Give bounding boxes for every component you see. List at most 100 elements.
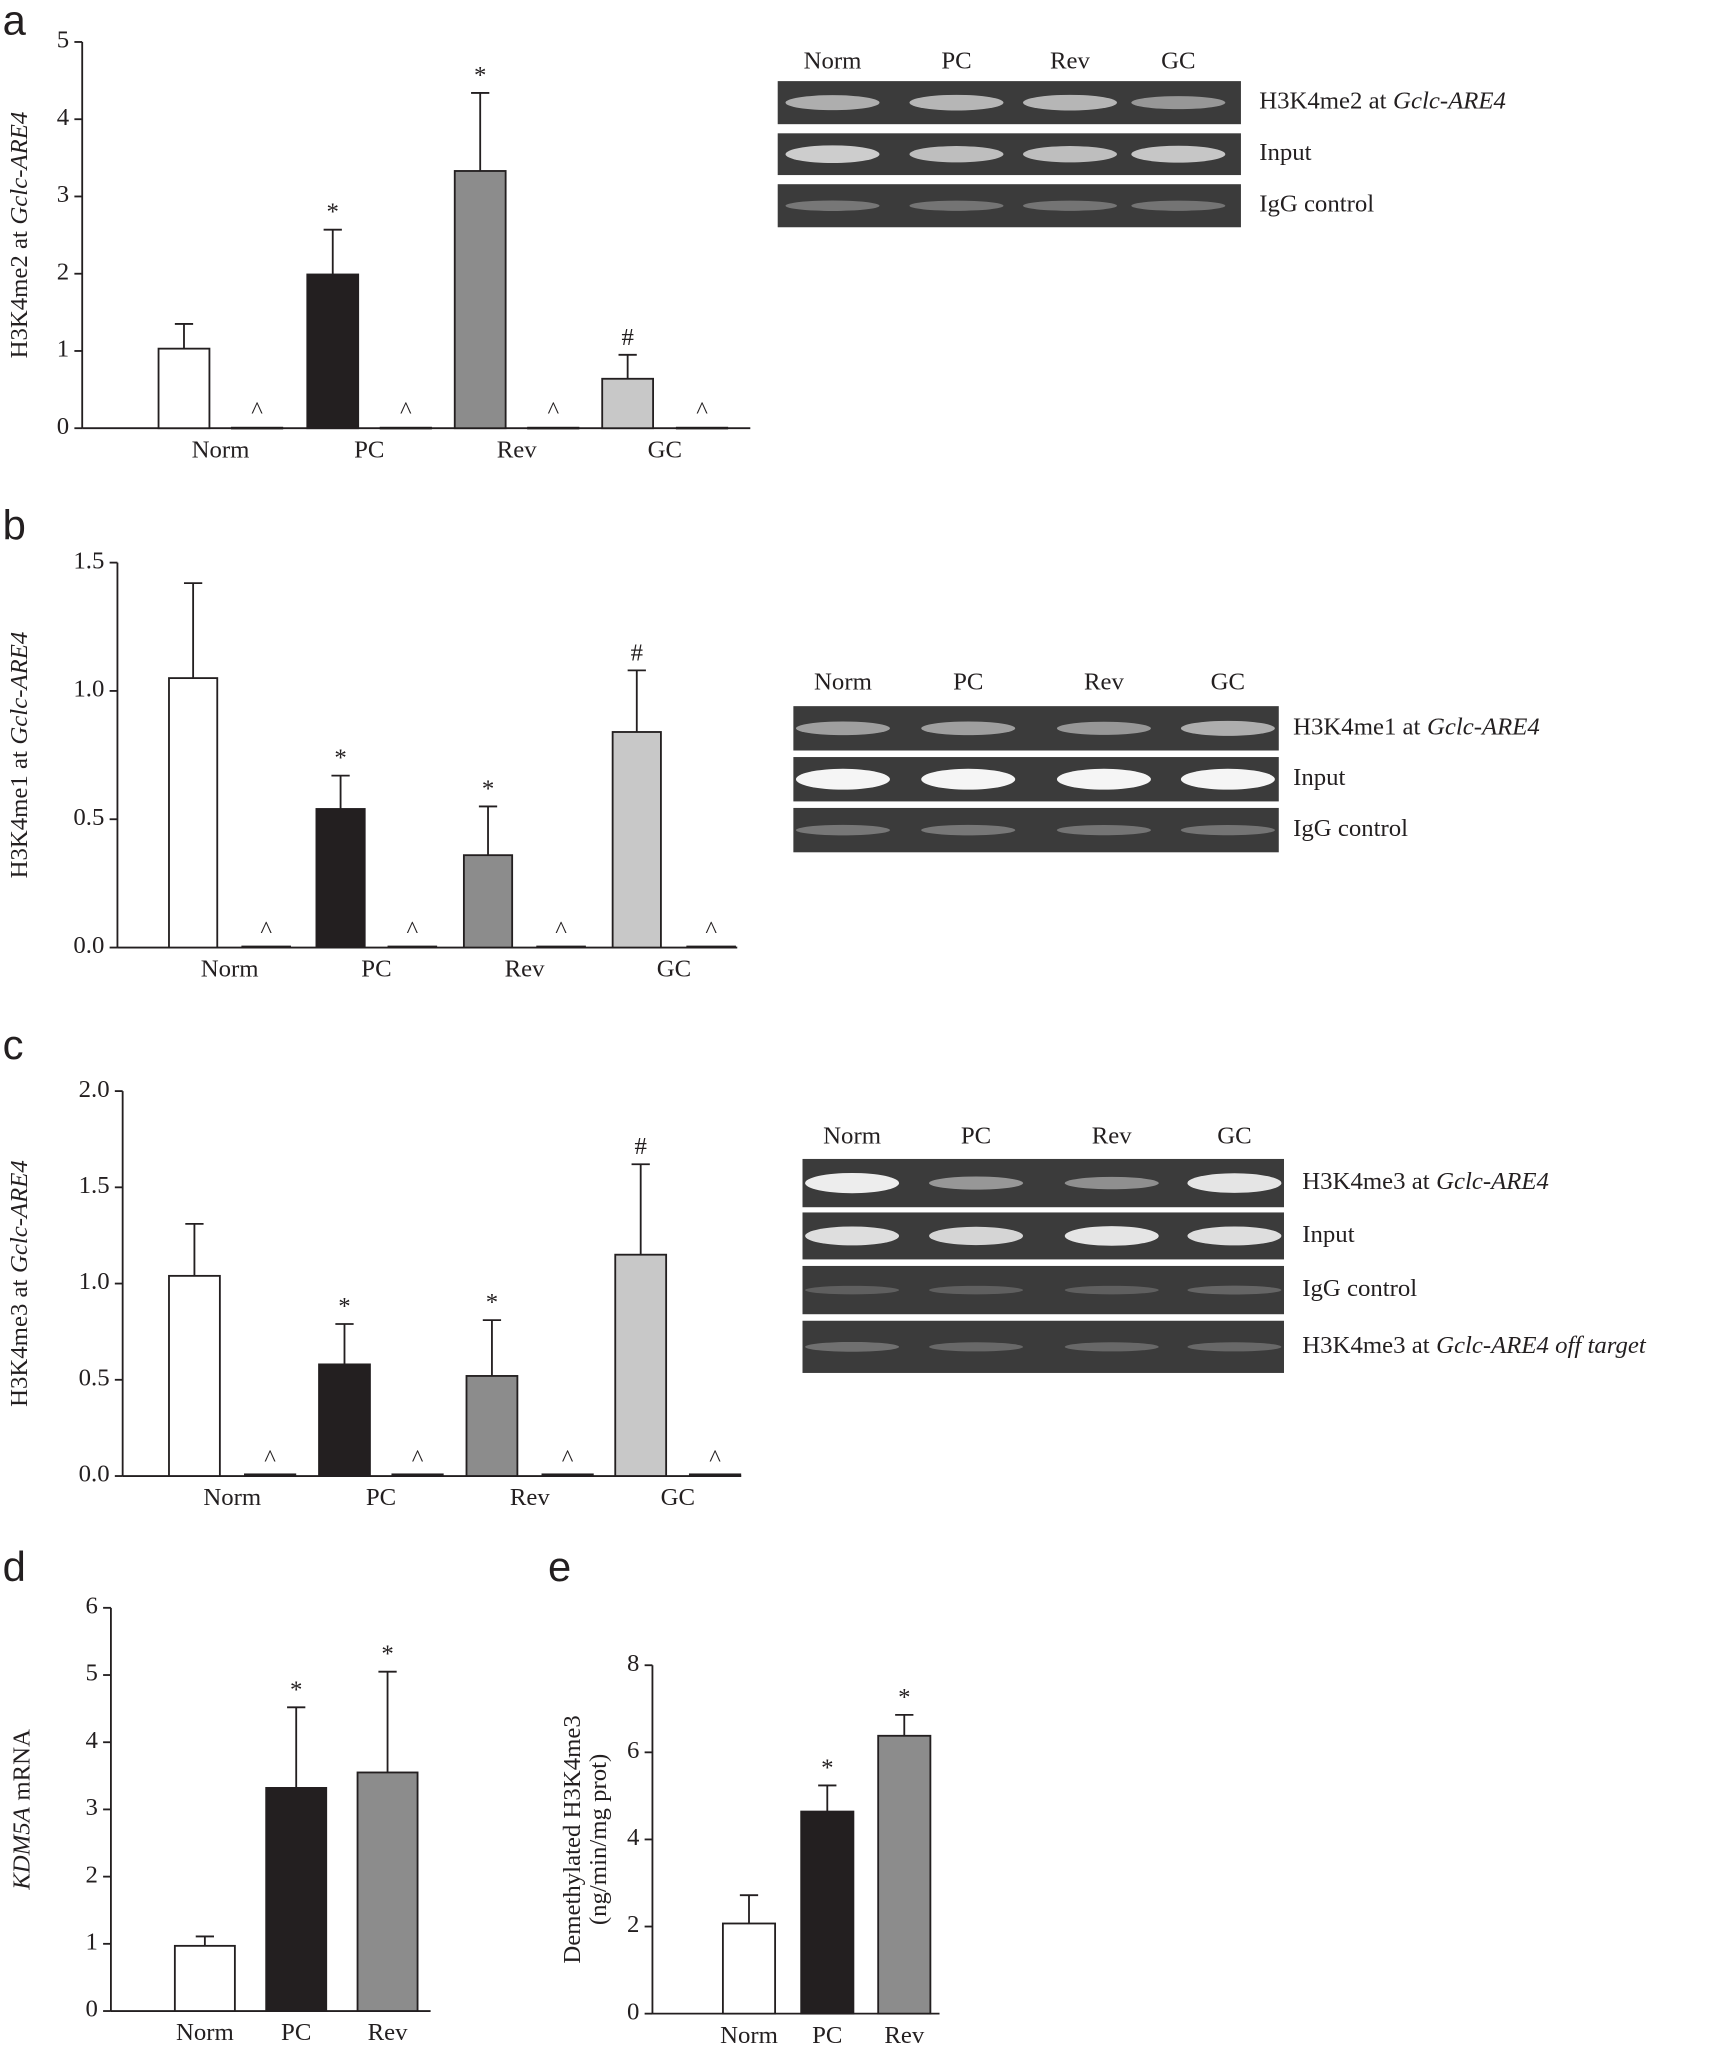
x-tick-label: PC	[354, 436, 384, 463]
igg-bar	[688, 1473, 742, 1477]
bar	[168, 1274, 221, 1477]
igg-mark: ^	[412, 1445, 424, 1472]
text-part: Input	[1293, 764, 1345, 791]
error-bar	[183, 582, 203, 679]
y-tick-label: 1.0	[73, 676, 104, 703]
gel-band	[929, 1226, 1024, 1246]
y-tick-label: 5	[57, 27, 69, 54]
lane-label: GC	[1161, 48, 1195, 75]
y-tick-label: 3	[57, 181, 69, 208]
error-bar	[631, 1163, 650, 1255]
bar	[168, 677, 219, 949]
gel-row-label: IgG control	[1293, 815, 1408, 842]
igg-bar	[541, 1473, 594, 1477]
gel-band	[1064, 1342, 1159, 1352]
igg-bar	[241, 945, 291, 949]
significance-mark: #	[631, 639, 643, 666]
text-part: Input	[1302, 1221, 1354, 1248]
x-tick-label: Rev	[505, 956, 546, 983]
gel-band	[1064, 1285, 1159, 1295]
text-part: Gclc-ARE4	[1393, 87, 1506, 114]
gel-band	[909, 146, 1004, 163]
igg-bar	[536, 945, 586, 949]
significance-mark: *	[821, 1754, 833, 1781]
gel-band	[1056, 721, 1151, 735]
text-part: KDM5A	[8, 1806, 35, 1890]
y-tick-label: 0.0	[79, 1461, 110, 1488]
y-tick-label: 0.5	[79, 1364, 110, 1391]
gel-strip	[802, 1265, 1284, 1315]
y-tick-label: 2	[85, 1861, 97, 1888]
significance-mark: #	[621, 324, 633, 351]
igg-bar	[244, 1473, 297, 1477]
gel-band	[929, 1342, 1024, 1352]
gel-band	[1056, 825, 1151, 836]
gel-band	[805, 1341, 900, 1352]
igg-bar	[387, 945, 438, 949]
bar	[356, 1771, 419, 2012]
lane-label: Norm	[814, 669, 872, 696]
igg-mark: ^	[555, 917, 567, 944]
gel-row-label: Input	[1302, 1221, 1354, 1248]
error-bar	[818, 1784, 837, 1812]
bar	[318, 1363, 371, 1477]
text-part: IgG control	[1259, 190, 1374, 217]
panel-letter: d	[3, 1543, 26, 1590]
igg-bar	[391, 1473, 444, 1477]
significance-mark: *	[327, 199, 339, 226]
significance-mark: *	[381, 1641, 393, 1668]
gel-strip	[802, 1320, 1284, 1373]
gel-band	[921, 824, 1016, 836]
lane-label: Rev	[1050, 48, 1091, 75]
lane-label: Norm	[804, 48, 862, 75]
y-tick-label: 8	[627, 1650, 639, 1677]
gel-band	[805, 1172, 900, 1194]
bar	[157, 347, 211, 430]
x-tick-label: Rev	[510, 1484, 551, 1511]
text-part: Input	[1259, 139, 1311, 166]
y-tick-label: 5	[85, 1660, 97, 1687]
y-axis-label: H3K4me1 at Gclc-ARE4	[6, 632, 33, 879]
gel-band	[1187, 1285, 1282, 1295]
gel-row-label: H3K4me1 at Gclc-ARE4	[1293, 713, 1540, 740]
y-tick-label: 2	[627, 1911, 639, 1938]
error-bar	[195, 1935, 214, 1946]
x-tick-label: GC	[661, 1484, 695, 1511]
igg-bar	[527, 426, 580, 430]
panel-letter: b	[3, 502, 26, 549]
igg-mark: ^	[562, 1445, 574, 1472]
bar	[465, 1375, 519, 1477]
igg-mark: ^	[407, 917, 419, 944]
y-tick-label: 6	[627, 1737, 639, 1764]
gel-row-label: H3K4me2 at Gclc-ARE4	[1259, 87, 1506, 114]
x-tick-label: Norm	[203, 1484, 261, 1511]
gel-band	[1131, 96, 1226, 110]
gel-band	[1023, 200, 1117, 211]
text-part: H3K4me1 at	[1293, 713, 1420, 740]
y-tick-label: 4	[57, 104, 69, 131]
y-axis-label: KDM5A mRNA	[8, 1729, 35, 1891]
lane-label: PC	[953, 669, 983, 696]
text-part: Gclc-ARE4	[6, 632, 33, 745]
x-tick-label: GC	[648, 436, 682, 463]
y-axis-label: Demethylated H3K4me3	[559, 1715, 586, 1963]
y-tick-label: 0	[57, 413, 69, 440]
gel-strip	[777, 184, 1241, 228]
igg-mark: ^	[709, 1445, 721, 1472]
gel-band	[1023, 146, 1117, 163]
gel-band	[1056, 768, 1151, 790]
text-part: Gclc-ARE4	[6, 112, 33, 225]
gel-band	[921, 721, 1016, 736]
y-tick-label: 0	[627, 1998, 639, 2025]
lane-label: PC	[961, 1123, 991, 1150]
gel-row-label: IgG control	[1302, 1275, 1417, 1302]
bar	[306, 273, 360, 430]
gel-strip	[793, 807, 1279, 853]
text-part: mRNA	[8, 1729, 35, 1801]
gel-row-label: H3K4me3 at Gclc-ARE4 off target	[1302, 1332, 1647, 1359]
bar	[611, 731, 662, 949]
text-part: H3K4me1 at	[6, 751, 33, 878]
y-axis-label: (ng/min/mg prot)	[585, 1754, 612, 1925]
gel-row-label: Input	[1293, 764, 1345, 791]
